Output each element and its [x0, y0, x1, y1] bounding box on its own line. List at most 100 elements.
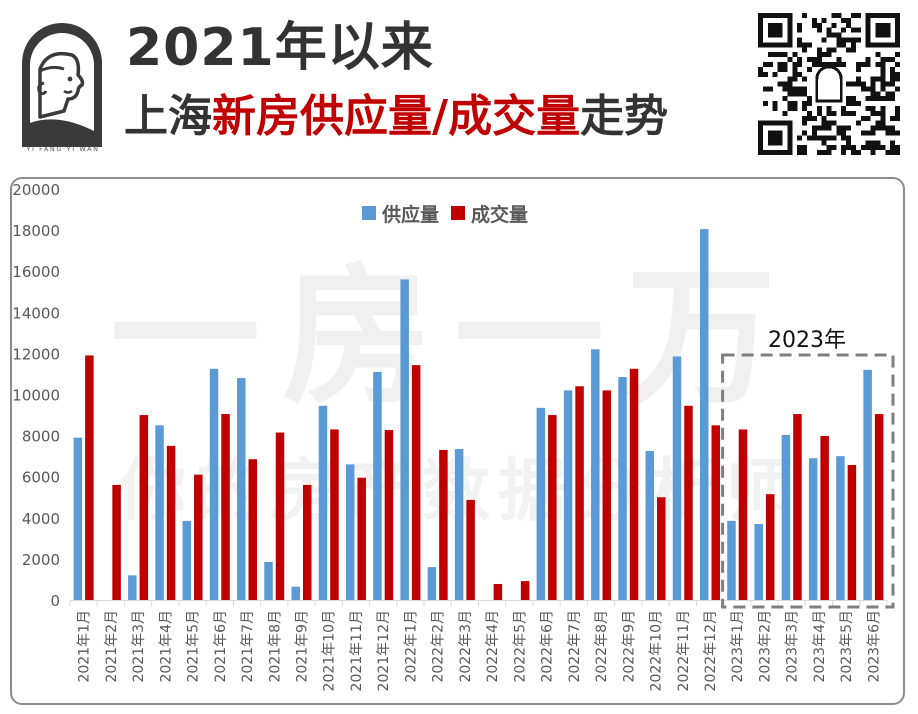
bar-sales	[302, 484, 312, 600]
x-category-label: 2021年8月	[267, 610, 283, 683]
bar-supply	[863, 369, 872, 600]
y-tick-label: 10000	[12, 387, 60, 405]
bar-supply	[808, 458, 818, 600]
bar-supply	[754, 523, 763, 600]
bar-supply	[563, 390, 573, 600]
x-category-label: 2021年6月	[213, 610, 229, 683]
bar-supply	[618, 377, 627, 600]
bar-supply	[264, 561, 273, 600]
bar-supply	[155, 425, 164, 600]
bar-supply	[591, 349, 600, 600]
x-category-label: 2023年5月	[839, 610, 855, 683]
bar-sales	[139, 415, 149, 600]
y-tick-label: 18000	[12, 222, 60, 240]
legend-item-sales: 成交量	[451, 200, 528, 227]
y-tick-label: 14000	[12, 304, 60, 322]
x-category-label: 2022年6月	[540, 610, 556, 683]
x-category-label: 2021年5月	[186, 610, 202, 683]
bar-sales	[221, 414, 230, 600]
bar-supply	[672, 356, 682, 600]
x-category-label: 2022年7月	[567, 610, 583, 683]
bar-supply	[781, 434, 791, 600]
bar-supply	[318, 405, 328, 600]
x-category-label: 2022年2月	[431, 610, 447, 683]
x-category-label: 2022年11月	[676, 610, 692, 691]
x-category-label: 2022年8月	[594, 610, 610, 683]
title-part-trend: 走势	[580, 91, 669, 142]
bar-sales	[684, 405, 693, 600]
bar-supply	[699, 229, 709, 600]
page-title-line1: 2021年以来	[126, 18, 434, 78]
bar-sales	[194, 474, 203, 600]
bar-sales	[275, 432, 285, 600]
x-category-label: 2021年9月	[294, 610, 310, 683]
x-category-label: 2023年2月	[757, 610, 773, 683]
bar-sales	[575, 386, 584, 600]
y-tick-label: 12000	[12, 345, 60, 363]
bar-sales	[793, 414, 802, 600]
annotation-2023-label: 2023年	[768, 328, 846, 353]
legend-item-supply: 供应量	[362, 200, 439, 227]
x-category-label: 2021年7月	[240, 610, 256, 683]
header: YI FANG·YI WAN 2021年以来 上海新房供应量/成交量走势	[0, 0, 918, 170]
x-category-label: 2023年3月	[785, 610, 801, 683]
x-category-label: 2021年4月	[158, 610, 174, 683]
bar-sales	[874, 414, 884, 600]
yifangyiwan-logo-icon	[22, 23, 102, 147]
bar-supply	[645, 451, 655, 600]
bar-sales	[548, 415, 557, 600]
bar-supply	[291, 586, 300, 600]
bar-sales	[466, 499, 475, 600]
x-category-label: 2021年2月	[104, 610, 120, 683]
x-category-label: 2022年9月	[621, 610, 637, 683]
x-category-label: 2023年4月	[812, 610, 828, 683]
bar-supply	[182, 520, 192, 600]
bar-supply	[373, 371, 382, 600]
bar-supply	[237, 378, 246, 600]
x-category-label: 2022年1月	[403, 610, 419, 683]
y-tick-label: 0	[50, 592, 60, 610]
bar-supply	[128, 575, 137, 600]
y-tick-label: 6000	[22, 469, 60, 487]
logo-caption: YI FANG·YI WAN	[26, 145, 100, 153]
bar-sales	[85, 355, 94, 600]
y-tick-label: 4000	[22, 510, 60, 528]
annotation-2023-box	[721, 353, 895, 609]
legend-swatch-supply	[362, 206, 376, 220]
bar-supply	[454, 448, 464, 600]
bar-sales	[520, 581, 530, 600]
legend-label-supply: 供应量	[382, 203, 440, 226]
y-tick-label: 20000	[12, 181, 60, 199]
watermark-large: 一房一万	[110, 251, 799, 425]
page-title-line2: 上海新房供应量/成交量走势	[124, 90, 668, 144]
x-category-label: 2022年3月	[458, 610, 474, 683]
y-tick-label: 8000	[22, 428, 60, 446]
x-category-label: 2022年5月	[512, 610, 528, 683]
x-category-label: 2021年3月	[131, 610, 147, 683]
legend-label-sales: 成交量	[471, 203, 529, 226]
x-category-label: 2022年4月	[485, 610, 501, 683]
bar-sales	[166, 445, 176, 600]
qr-code-icon	[758, 13, 900, 155]
x-category-label: 2021年11月	[349, 610, 365, 691]
bar-supply	[536, 407, 546, 600]
bar-sales	[657, 497, 666, 600]
bar-supply	[400, 279, 409, 600]
bar-sales	[411, 365, 421, 600]
bar-sales	[629, 368, 639, 600]
bar-supply	[427, 567, 437, 600]
bar-sales	[820, 436, 829, 600]
bar-sales	[439, 449, 448, 600]
bar-supply	[836, 456, 845, 600]
bar-supply	[345, 464, 355, 600]
title-part-city: 上海	[124, 91, 212, 142]
bar-sales	[602, 390, 612, 600]
x-category-label: 2022年10月	[649, 610, 665, 691]
bar-sales	[357, 477, 366, 600]
legend-swatch-sales	[451, 206, 466, 220]
x-category-label: 2023年6月	[866, 610, 882, 683]
y-tick-label: 2000	[22, 551, 60, 569]
bar-sales	[493, 583, 503, 600]
bar-sales	[330, 429, 339, 600]
